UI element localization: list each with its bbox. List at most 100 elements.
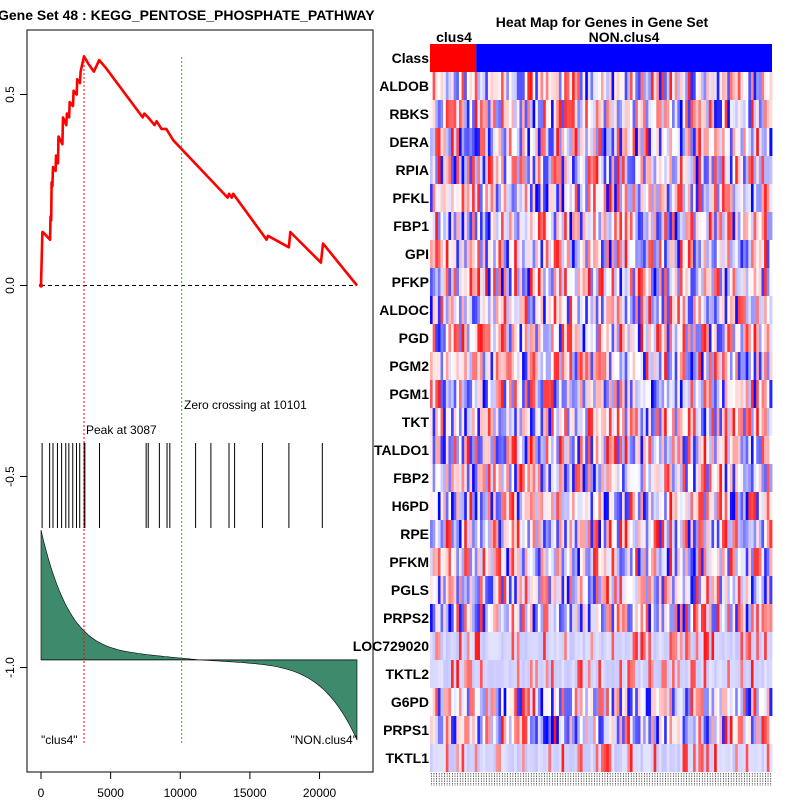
heatmap-cell [466, 100, 470, 128]
heatmap-cell [700, 324, 704, 352]
heatmap-cell [727, 548, 731, 576]
heatmap-cell [640, 436, 644, 464]
heatmap-cell [672, 212, 676, 240]
heatmap-panel: Heat Map for Genes in Gene Set clus4 NON… [353, 14, 773, 786]
heatmap-cell [595, 436, 599, 464]
heatmap-cell [451, 268, 455, 296]
heatmap-cell [656, 716, 660, 744]
heatmap-cell [482, 520, 486, 548]
heatmap-cell [711, 156, 715, 184]
heatmap-cell [532, 520, 536, 548]
heatmap-cell [543, 660, 547, 688]
heatmap-cell [677, 604, 681, 632]
heatmap-cell [656, 492, 660, 520]
heatmap-cell [485, 184, 489, 212]
heatmap-cell [474, 128, 478, 156]
heatmap-cell [495, 744, 499, 772]
heatmap-cell [543, 352, 547, 380]
heatmap-cell [532, 436, 536, 464]
heatmap-cell [740, 380, 744, 408]
heatmap-cell [756, 576, 760, 604]
heatmap-cell [506, 576, 510, 604]
heatmap-cell [511, 520, 515, 548]
heatmap-cell [703, 716, 707, 744]
heatmap-cell [595, 156, 599, 184]
heatmap-cell [445, 380, 449, 408]
heatmap-cell [664, 324, 668, 352]
heatmap-cell [582, 716, 586, 744]
heatmap-cell [590, 464, 594, 492]
heatmap-cell [664, 100, 668, 128]
heatmap-cell [561, 660, 565, 688]
heatmap-cell [540, 212, 544, 240]
heatmap-cell [506, 72, 510, 100]
heatmap-cell [445, 744, 449, 772]
heatmap-cell [648, 324, 652, 352]
heatmap-cell [430, 716, 434, 744]
heatmap-cell [761, 688, 765, 716]
heatmap-cell [503, 744, 507, 772]
heatmap-cell [585, 184, 589, 212]
heatmap-cell [466, 156, 470, 184]
enrichment-start-point [38, 283, 44, 288]
heatmap-cell [577, 212, 581, 240]
heatmap-cell [464, 324, 468, 352]
heatmap-cell [737, 716, 741, 744]
heatmap-cell [506, 688, 510, 716]
heatmap-cell [495, 688, 499, 716]
heatmap-cell [761, 352, 765, 380]
heatmap-cell [695, 100, 699, 128]
heatmap-cell [535, 184, 539, 212]
heatmap-cell [758, 576, 762, 604]
heatmap-cell [577, 72, 581, 100]
heatmap-cell [590, 520, 594, 548]
heatmap-cell [487, 184, 491, 212]
heatmap-cell [603, 632, 607, 660]
heatmap-cell [490, 576, 494, 604]
heatmap-cell [516, 744, 520, 772]
heatmap-cell [714, 520, 718, 548]
heatmap-cell [440, 492, 444, 520]
class-row-label: Class [392, 50, 430, 66]
heatmap-cell [464, 576, 468, 604]
heatmap-cell [461, 324, 465, 352]
heatmap-cell [764, 604, 768, 632]
heatmap-cell [737, 408, 741, 436]
heatmap-cell [458, 492, 462, 520]
heatmap-cell [569, 296, 573, 324]
heatmap-cell [453, 324, 457, 352]
heatmap-cell [664, 716, 668, 744]
heatmap-cell [622, 380, 626, 408]
heatmap-cell [764, 184, 768, 212]
heatmap-cell [582, 380, 586, 408]
heatmap-cell [579, 380, 583, 408]
heatmap-cell [561, 464, 565, 492]
heatmap-cell [695, 688, 699, 716]
heatmap-cell [590, 604, 594, 632]
heatmap-cell [729, 240, 733, 268]
heatmap-cell [566, 100, 570, 128]
heatmap-cell [645, 576, 649, 604]
heatmap-cell [706, 156, 710, 184]
heatmap-cell [669, 464, 673, 492]
heatmap-cell [616, 464, 620, 492]
heatmap-cell [519, 72, 523, 100]
heatmap-cell [585, 492, 589, 520]
heatmap-cell [664, 212, 668, 240]
heatmap-cell [448, 688, 452, 716]
heatmap-cell [435, 716, 439, 744]
heatmap-cell [598, 352, 602, 380]
heatmap-cell [474, 464, 478, 492]
heatmap-cell [656, 352, 660, 380]
heatmap-cell [719, 604, 723, 632]
heatmap-cell [758, 408, 762, 436]
heatmap-cell [585, 352, 589, 380]
heatmap-cell [708, 296, 712, 324]
heatmap-cell [637, 548, 641, 576]
heatmap-cell [640, 128, 644, 156]
heatmap-cell [750, 100, 754, 128]
heatmap-cell [737, 436, 741, 464]
heatmap-cell [529, 632, 533, 660]
heatmap-cell [616, 240, 620, 268]
heatmap-cell [608, 604, 612, 632]
